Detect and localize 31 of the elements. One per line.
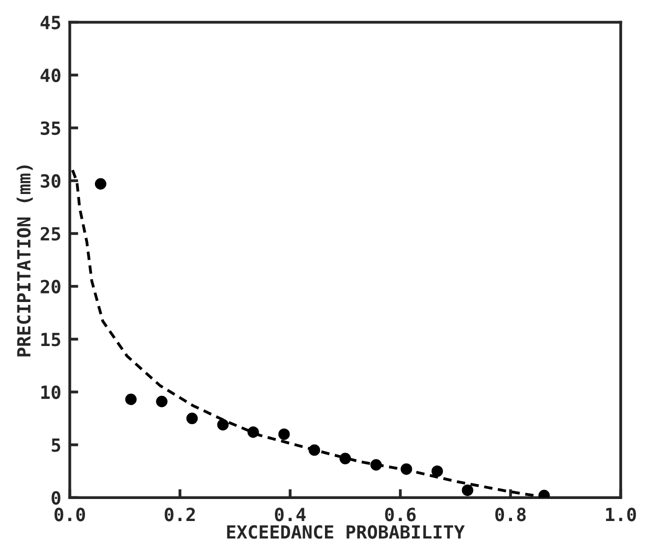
x-axis-title: EXCEEDANCE PROBABILITY [227, 525, 465, 539]
y-tick-label: 25 [40, 226, 60, 241]
point [370, 459, 382, 471]
point [340, 452, 351, 464]
x-tick-label: 0.6 [385, 508, 416, 522]
point [156, 396, 168, 408]
x-tick-label: 0.0 [54, 508, 85, 522]
point [278, 428, 290, 440]
y-tick-label: 35 [40, 121, 60, 135]
y-tick-label: 30 [40, 174, 60, 188]
y-tick-label: 10 [41, 385, 60, 400]
point [217, 419, 229, 430]
y-tick-label: 45 [40, 16, 60, 30]
point [247, 426, 259, 438]
x-tick-label: 0.2 [164, 508, 195, 522]
point [462, 484, 474, 496]
y-tick-label: 0 [52, 491, 60, 505]
y-axis-title: PRECIPITATION (mm) [16, 165, 33, 356]
point [400, 463, 412, 475]
y-tick-label: 40 [40, 68, 60, 82]
point [432, 465, 443, 477]
point [94, 178, 106, 190]
x-tick-label: 0.4 [274, 508, 306, 522]
x-tick-label: 0.8 [495, 508, 526, 522]
point [308, 444, 320, 456]
point [186, 412, 198, 424]
point [125, 394, 137, 406]
x-tick-label: 1.0 [606, 508, 636, 522]
y-tick-label: 5 [52, 438, 60, 452]
y-tick-label: 15 [41, 332, 60, 346]
y-tick-label: 20 [40, 280, 60, 294]
